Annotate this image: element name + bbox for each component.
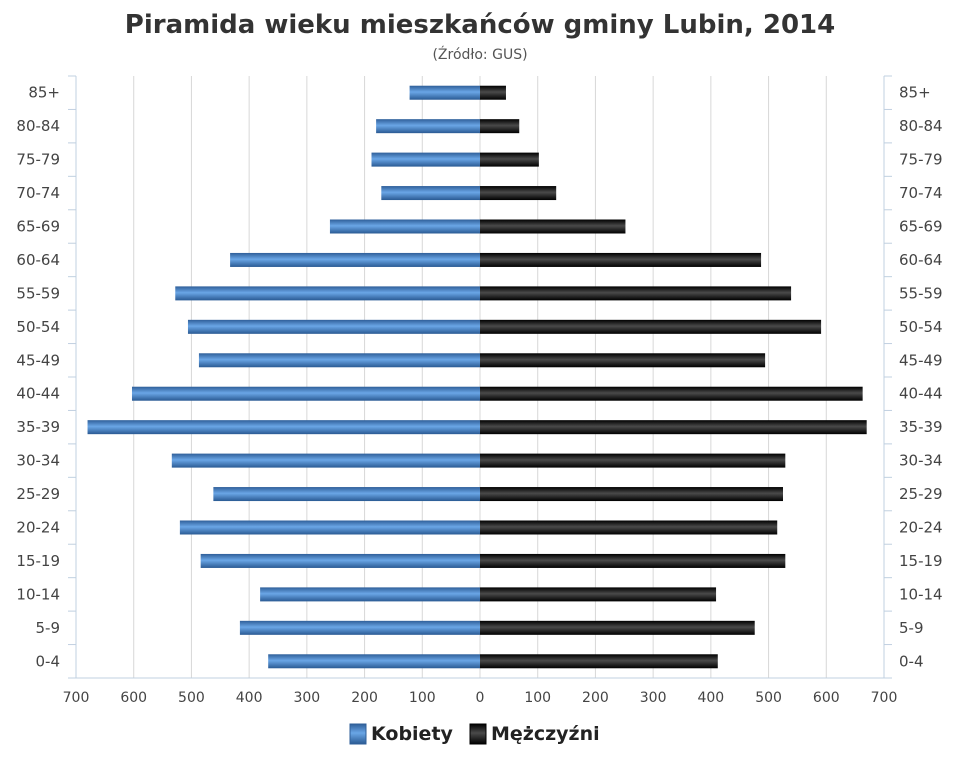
- bar-mezczyzni: [480, 553, 786, 568]
- bar-kobiety: [376, 119, 480, 134]
- category-label-right: 30-34: [899, 452, 943, 470]
- legend-swatch-mezczyzni: [469, 723, 487, 745]
- bar-mezczyzni: [480, 286, 792, 301]
- bar-kobiety: [239, 620, 480, 635]
- bar-mezczyzni: [480, 453, 786, 468]
- bar-mezczyzni: [480, 620, 755, 635]
- category-label-right: 60-64: [899, 251, 943, 269]
- bar-mezczyzni: [480, 520, 778, 535]
- bar-kobiety: [329, 219, 480, 234]
- legend-label-kobiety: Kobiety: [371, 723, 454, 745]
- bar-mezczyzni: [480, 319, 822, 334]
- bar-kobiety: [131, 386, 481, 401]
- bar-mezczyzni: [480, 152, 539, 167]
- chart-subtitle: (Źródło: GUS): [432, 45, 527, 63]
- bar-kobiety: [171, 453, 480, 468]
- category-label-left: 5-9: [36, 619, 61, 637]
- legend-swatch-kobiety: [349, 723, 367, 745]
- bar-kobiety: [179, 520, 480, 535]
- bar-kobiety: [381, 186, 480, 201]
- category-label-left: 70-74: [16, 184, 60, 202]
- category-label-left: 10-14: [16, 585, 60, 603]
- category-label-right: 35-39: [899, 418, 943, 436]
- x-tick-label: 0: [476, 690, 485, 706]
- x-tick-label: 700: [63, 690, 90, 706]
- category-label-right: 50-54: [899, 318, 943, 336]
- category-label-right: 5-9: [899, 619, 924, 637]
- category-label-right: 0-4: [899, 652, 924, 670]
- category-label-right: 10-14: [899, 585, 943, 603]
- category-label-right: 85+: [899, 84, 931, 102]
- bar-kobiety: [187, 319, 481, 334]
- bars: [87, 85, 867, 669]
- category-label-left: 45-49: [16, 351, 60, 369]
- bar-mezczyzni: [480, 654, 718, 669]
- bar-mezczyzni: [480, 353, 766, 368]
- category-label-left: 65-69: [16, 218, 60, 236]
- category-label-right: 20-24: [899, 519, 943, 537]
- legend: Kobiety Mężczyźni: [349, 723, 600, 745]
- bar-mezczyzni: [480, 119, 520, 134]
- category-label-right: 25-29: [899, 485, 943, 503]
- category-label-left: 30-34: [16, 452, 60, 470]
- category-label-right: 40-44: [899, 385, 943, 403]
- bar-kobiety: [198, 353, 480, 368]
- bar-kobiety: [230, 252, 480, 267]
- x-tick-label: 100: [524, 690, 551, 706]
- category-label-right: 70-74: [899, 184, 943, 202]
- bar-kobiety: [200, 553, 481, 568]
- legend-label-mezczyzni: Mężczyźni: [491, 723, 600, 745]
- grid-lines: [75, 76, 885, 678]
- category-label-left: 20-24: [16, 519, 60, 537]
- bar-mezczyzni: [480, 85, 506, 100]
- category-label-left: 85+: [28, 84, 60, 102]
- x-tick-label: 500: [755, 690, 782, 706]
- bar-kobiety: [371, 152, 480, 167]
- bar-mezczyzni: [480, 252, 762, 267]
- x-tick-label: 200: [582, 690, 609, 706]
- category-label-left: 35-39: [16, 418, 60, 436]
- category-label-left: 15-19: [16, 552, 60, 570]
- bar-kobiety: [260, 587, 480, 602]
- x-tick-label: 100: [409, 690, 436, 706]
- bar-kobiety: [87, 420, 481, 435]
- bar-mezczyzni: [480, 386, 863, 401]
- x-tick-label: 300: [293, 690, 320, 706]
- x-tick-label: 600: [813, 690, 840, 706]
- category-label-left: 40-44: [16, 385, 60, 403]
- x-tick-label: 500: [178, 690, 205, 706]
- category-label-left: 55-59: [16, 284, 60, 302]
- x-tick-label: 300: [640, 690, 667, 706]
- category-label-left: 0-4: [36, 652, 61, 670]
- category-label-right: 65-69: [899, 218, 943, 236]
- category-label-left: 25-29: [16, 485, 60, 503]
- bar-mezczyzni: [480, 587, 717, 602]
- category-label-left: 75-79: [16, 151, 60, 169]
- chart-title: Piramida wieku mieszkańców gminy Lubin, …: [125, 10, 835, 40]
- bar-mezczyzni: [480, 186, 557, 201]
- x-tick-label: 700: [871, 690, 898, 706]
- bar-kobiety: [213, 487, 481, 502]
- bar-mezczyzni: [480, 487, 783, 502]
- x-tick-label: 200: [351, 690, 378, 706]
- bar-kobiety: [409, 85, 480, 100]
- bar-mezczyzni: [480, 219, 626, 234]
- bar-mezczyzni: [480, 420, 867, 435]
- category-label-left: 50-54: [16, 318, 60, 336]
- category-label-right: 55-59: [899, 284, 943, 302]
- labels: 700 600 500 400 300 200 100 0 100 200 300 400 500 600…: [16, 84, 942, 706]
- x-tick-label: 400: [236, 690, 263, 706]
- x-tick-label: 400: [697, 690, 724, 706]
- bar-kobiety: [268, 654, 480, 669]
- category-label-left: 60-64: [16, 251, 60, 269]
- category-label-right: 45-49: [899, 351, 943, 369]
- category-label-right: 75-79: [899, 151, 943, 169]
- bar-kobiety: [175, 286, 481, 301]
- category-label-right: 15-19: [899, 552, 943, 570]
- x-tick-label: 600: [120, 690, 147, 706]
- category-label-right: 80-84: [899, 117, 943, 135]
- category-label-left: 80-84: [16, 117, 60, 135]
- axes: [68, 75, 892, 679]
